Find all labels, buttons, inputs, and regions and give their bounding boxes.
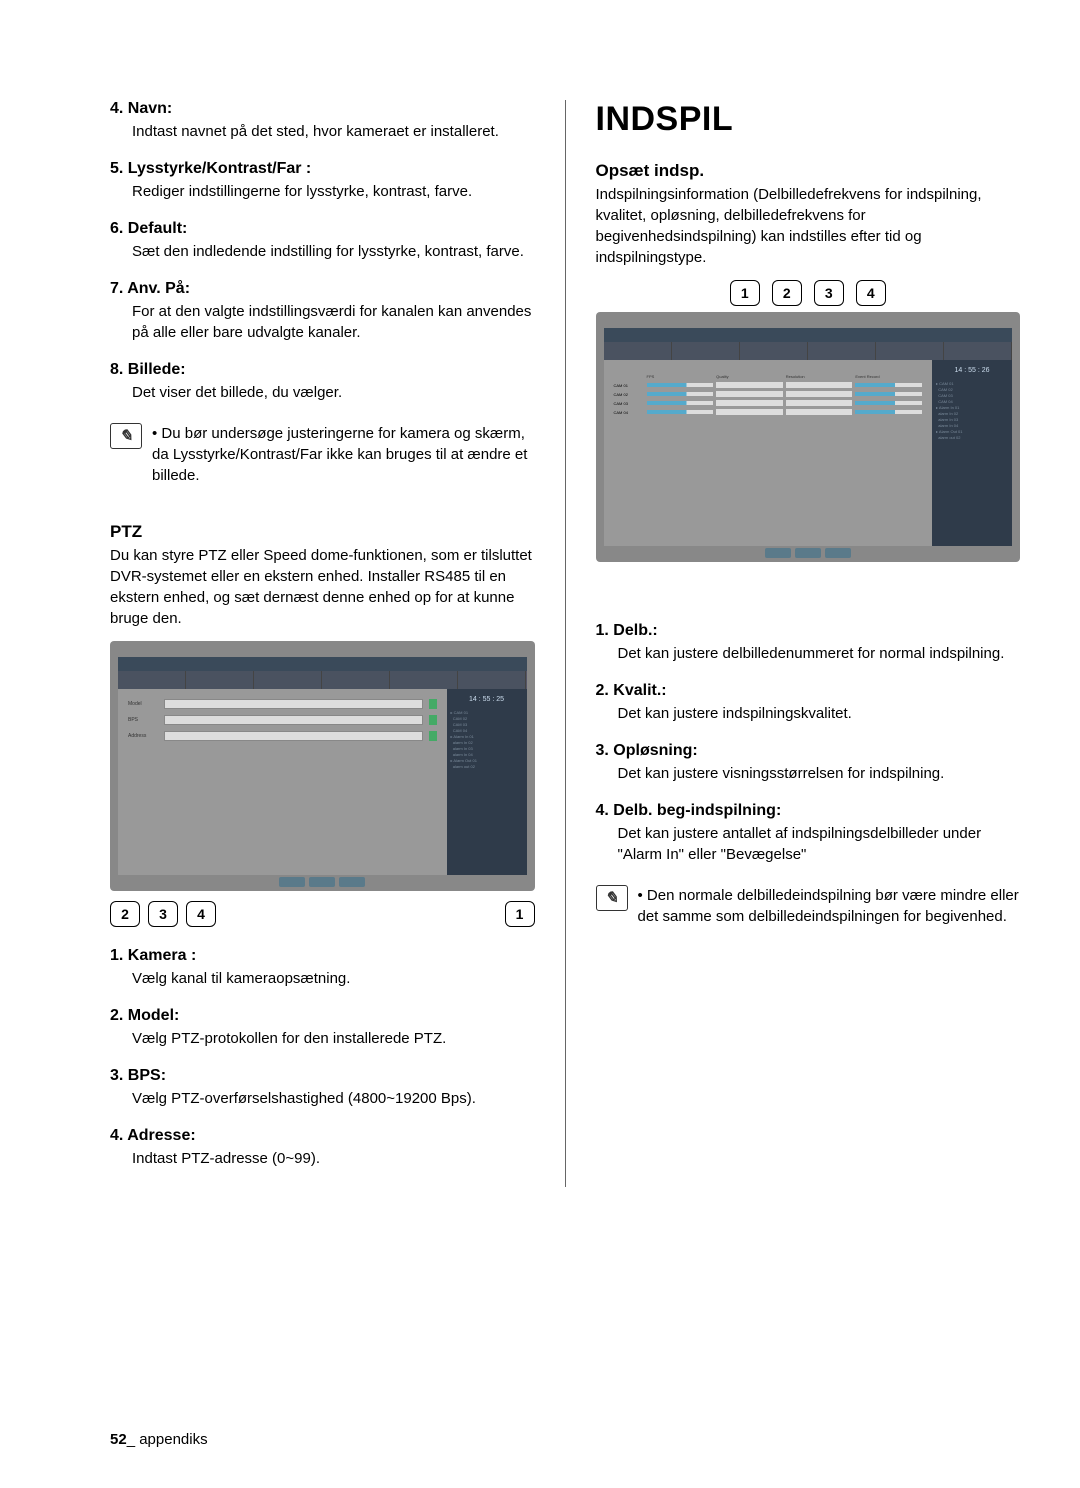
section-label: appendiks	[139, 1431, 207, 1448]
item-desc: Det kan justere indspilningskvalitet.	[596, 703, 1021, 724]
item-desc: Det kan justere visningsstørrelsen for i…	[596, 763, 1021, 784]
note: ✎ • Du bør undersøge justeringerne for k…	[110, 423, 535, 486]
callouts-row: 2 3 4 1	[110, 901, 535, 927]
item-head: 6. Default:	[110, 220, 535, 238]
list-item: 2. Kvalit.: Det kan justere indspilnings…	[596, 682, 1021, 724]
page-number: 52	[110, 1431, 127, 1448]
item-desc: Vælg kanal til kameraopsætning.	[110, 968, 535, 989]
note: ✎ • Den normale delbilledeindspilning bø…	[596, 885, 1021, 927]
callout: 3	[148, 901, 178, 927]
item-desc: Sæt den indledende indstilling for lysst…	[110, 241, 535, 262]
opsaet-desc: Indspilningsinformation (Delbilledefrekv…	[596, 184, 1021, 268]
record-screenshot: FPSQualityResolutionEvent Record CAM 01 …	[596, 312, 1021, 562]
item-head: 4. Navn:	[110, 100, 535, 118]
page-content: 4. Navn: Indtast navnet på det sted, hvo…	[110, 100, 1020, 1187]
column-divider	[565, 100, 566, 1187]
list-item: 3. BPS: Vælg PTZ-overførselshastighed (4…	[110, 1067, 535, 1109]
note-body: Du bør undersøge justeringerne for kamer…	[152, 425, 527, 484]
list-item: 1. Delb.: Det kan justere delbilledenumm…	[596, 622, 1021, 664]
list-item: 1. Kamera : Vælg kanal til kameraopsætni…	[110, 947, 535, 989]
callout: 3	[814, 280, 844, 306]
item-desc: Indtast navnet på det sted, hvor kamerae…	[110, 121, 535, 142]
callout: 4	[856, 280, 886, 306]
item-desc: Vælg PTZ-overførselshastighed (4800~1920…	[110, 1088, 535, 1109]
callouts-top: 1 2 3 4	[596, 280, 1021, 306]
list-item: 4. Adresse: Indtast PTZ-adresse (0~99).	[110, 1127, 535, 1169]
item-desc: Det kan justere antallet af indspilnings…	[596, 823, 1021, 865]
item-head: 1. Kamera :	[110, 947, 535, 965]
note-icon: ✎	[110, 423, 142, 449]
item-desc: Det viser det billede, du vælger.	[110, 382, 535, 403]
list-item: 3. Opløsning: Det kan justere visningsst…	[596, 742, 1021, 784]
item-desc: For at den valgte indstillingsværdi for …	[110, 301, 535, 343]
list-item: 4. Navn: Indtast navnet på det sted, hvo…	[110, 100, 535, 142]
list-item: 7. Anv. På: For at den valgte indstillin…	[110, 280, 535, 343]
item-head: 3. Opløsning:	[596, 742, 1021, 760]
opsaet-heading: Opsæt indsp.	[596, 161, 1021, 181]
item-desc: Rediger indstillingerne for lysstyrke, k…	[110, 181, 535, 202]
left-column: 4. Navn: Indtast navnet på det sted, hvo…	[110, 100, 535, 1187]
item-head: 8. Billede:	[110, 361, 535, 379]
note-text: • Den normale delbilledeindspilning bør …	[638, 885, 1021, 927]
callout: 4	[186, 901, 216, 927]
callout: 2	[772, 280, 802, 306]
note-icon: ✎	[596, 885, 628, 911]
item-head: 2. Kvalit.:	[596, 682, 1021, 700]
item-head: 4. Delb. beg-indspilning:	[596, 802, 1021, 820]
ptz-screenshot: Model BPS Address 14 : 55 : 25 ▸ CAM 01 …	[110, 641, 535, 891]
item-head: 7. Anv. På:	[110, 280, 535, 298]
item-head: 4. Adresse:	[110, 1127, 535, 1145]
item-desc: Vælg PTZ-protokollen for den installered…	[110, 1028, 535, 1049]
page-footer: 52_ appendiks	[110, 1431, 208, 1448]
note-body: Den normale delbilledeindspilning bør væ…	[638, 887, 1019, 925]
note-text: • Du bør undersøge justeringerne for kam…	[152, 423, 535, 486]
right-column: INDSPIL Opsæt indsp. Indspilningsinforma…	[596, 100, 1021, 1187]
indspil-heading: INDSPIL	[596, 100, 1021, 139]
callout: 1	[730, 280, 760, 306]
item-desc: Det kan justere delbilledenummeret for n…	[596, 643, 1021, 664]
list-item: 6. Default: Sæt den indledende indstilli…	[110, 220, 535, 262]
list-item: 2. Model: Vælg PTZ-protokollen for den i…	[110, 1007, 535, 1049]
ss-time: 14 : 55 : 25	[451, 695, 523, 706]
list-item: 4. Delb. beg-indspilning: Det kan juster…	[596, 802, 1021, 865]
item-head: 2. Model:	[110, 1007, 535, 1025]
ptz-heading: PTZ	[110, 522, 535, 542]
list-item: 5. Lysstyrke/Kontrast/Far : Rediger inds…	[110, 160, 535, 202]
callout: 2	[110, 901, 140, 927]
callout: 1	[505, 901, 535, 927]
ptz-desc: Du kan styre PTZ eller Speed dome-funkti…	[110, 545, 535, 629]
item-desc: Indtast PTZ-adresse (0~99).	[110, 1148, 535, 1169]
ss-time: 14 : 55 : 26	[936, 366, 1008, 377]
item-head: 1. Delb.:	[596, 622, 1021, 640]
item-head: 5. Lysstyrke/Kontrast/Far :	[110, 160, 535, 178]
list-item: 8. Billede: Det viser det billede, du væ…	[110, 361, 535, 403]
item-head: 3. BPS:	[110, 1067, 535, 1085]
